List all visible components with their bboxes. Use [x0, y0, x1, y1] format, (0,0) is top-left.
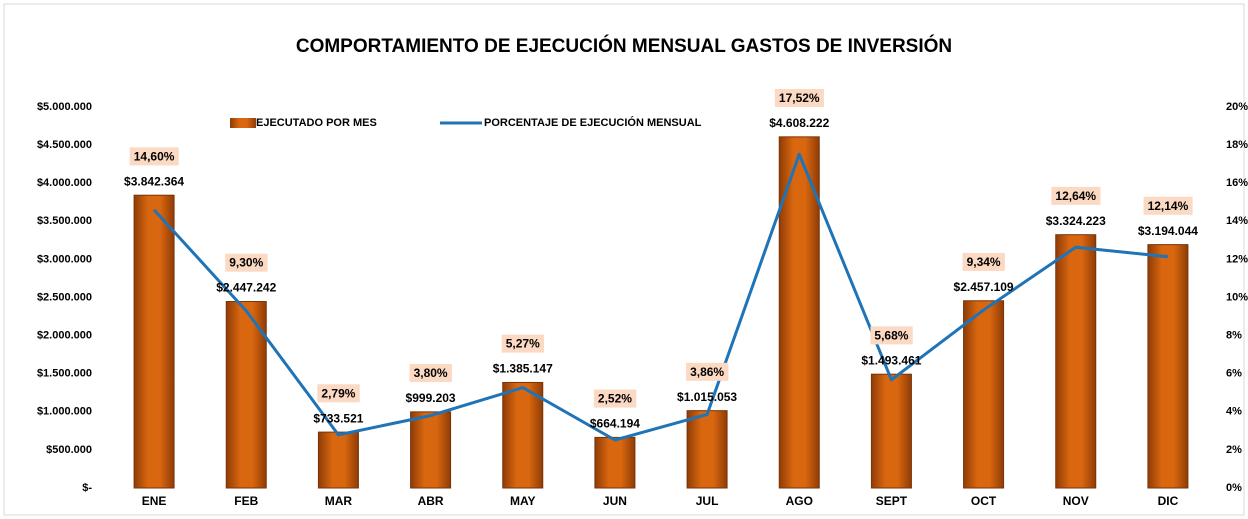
bar — [225, 301, 267, 489]
y2-tick-label: 2% — [1226, 444, 1242, 456]
bar — [410, 411, 452, 489]
bar — [686, 410, 728, 489]
y-tick-label: $5.000.000 — [37, 101, 92, 113]
x-tick-label: SEPT — [876, 494, 908, 508]
legend-swatch — [230, 118, 256, 128]
y2-tick-label: 14% — [1226, 215, 1248, 227]
bar — [133, 194, 175, 489]
y2-tick-label: 4% — [1226, 406, 1242, 418]
y-tick-label: $2.000.000 — [37, 330, 92, 342]
y-tick-label: $4.500.000 — [37, 139, 92, 151]
value-label: $3.842.364 — [124, 174, 184, 188]
value-label-bg — [225, 253, 268, 272]
line — [152, 152, 1169, 442]
value-label: $4.608.222 — [769, 116, 829, 130]
x-tick-label: ABR — [418, 494, 444, 508]
x-tick-label: JUL — [696, 494, 719, 508]
bar — [594, 436, 636, 489]
legend-label: EJECUTADO POR MES — [256, 117, 377, 129]
x-tick-label: OCT — [971, 494, 997, 508]
value-label-bg — [593, 389, 637, 408]
bar — [1055, 234, 1097, 489]
y2-tick-label: 0% — [1226, 482, 1242, 494]
value-label: 17,52% — [779, 91, 820, 105]
value-label: 9,34% — [967, 255, 1001, 269]
x-tick-label: DIC — [1158, 494, 1179, 508]
y2-tick-label: 6% — [1226, 368, 1242, 380]
value-label: 5,27% — [506, 337, 540, 351]
y-tick-label: $3.500.000 — [37, 215, 92, 227]
y-tick-label: $3.000.000 — [37, 253, 92, 265]
value-label: $3.194.044 — [1138, 224, 1198, 238]
value-label-bg — [870, 326, 913, 345]
value-label: 14,60% — [134, 149, 175, 163]
x-tick-label: AGO — [786, 494, 813, 508]
x-tick-label: MAR — [325, 494, 353, 508]
value-label: 3,86% — [690, 365, 724, 379]
value-label: $1.015.053 — [677, 390, 737, 404]
value-label-bg — [1143, 196, 1193, 215]
bar — [963, 300, 1005, 489]
value-label: $733.521 — [313, 411, 363, 425]
y2-tick-label: 18% — [1226, 139, 1248, 151]
bar — [870, 373, 912, 489]
chart-title: COMPORTAMIENTO DE EJECUCIÓN MENSUAL GAST… — [296, 35, 952, 57]
bar — [317, 431, 359, 489]
y-tick-label: $- — [82, 482, 92, 494]
value-label-bg — [774, 89, 824, 108]
value-label: $2.447.242 — [216, 281, 276, 295]
value-label: 12,64% — [1055, 189, 1096, 203]
y2-tick-label: 20% — [1226, 101, 1248, 113]
value-label: $3.324.223 — [1046, 214, 1106, 228]
x-tick-label: NOV — [1063, 494, 1089, 508]
value-label-bg — [317, 384, 360, 403]
value-label: $2.457.109 — [954, 280, 1014, 294]
value-label-bg — [686, 362, 729, 381]
x-tick-label: ENE — [142, 494, 167, 508]
value-label-bg — [501, 334, 545, 353]
chart-border — [3, 3, 1245, 516]
y-tick-label: $4.000.000 — [37, 177, 92, 189]
value-label: $999.203 — [406, 391, 456, 405]
value-label: 9,30% — [229, 256, 263, 270]
bar — [1147, 244, 1189, 489]
y2-tick-label: 12% — [1226, 253, 1248, 265]
value-label: 2,79% — [321, 386, 355, 400]
bar — [502, 381, 544, 489]
value-label: 12,14% — [1148, 199, 1189, 213]
y-tick-label: $1.500.000 — [37, 368, 92, 380]
x-tick-label: MAY — [510, 494, 536, 508]
y-tick-label: $500.000 — [46, 444, 92, 456]
value-label-bg — [409, 364, 452, 383]
y2-tick-label: 10% — [1226, 291, 1248, 303]
value-label: $1.385.147 — [493, 362, 553, 376]
value-label-bg — [129, 147, 179, 166]
value-label: 3,80% — [414, 366, 448, 380]
y2-tick-label: 16% — [1226, 177, 1248, 189]
x-tick-label: JUN — [603, 494, 627, 508]
x-tick-label: FEB — [234, 494, 258, 508]
value-label-bg — [1051, 186, 1101, 205]
value-label: $664.194 — [590, 417, 640, 431]
value-label-bg — [962, 252, 1005, 271]
value-label: $1.493.461 — [861, 353, 921, 367]
y2-tick-label: 8% — [1226, 330, 1242, 342]
y-tick-label: $1.000.000 — [37, 406, 92, 418]
y-tick-label: $2.500.000 — [37, 291, 92, 303]
legend-label: PORCENTAJE DE EJECUCIÓN MENSUAL — [484, 116, 702, 129]
value-label: 5,68% — [874, 328, 908, 342]
value-label: 2,52% — [598, 392, 632, 406]
